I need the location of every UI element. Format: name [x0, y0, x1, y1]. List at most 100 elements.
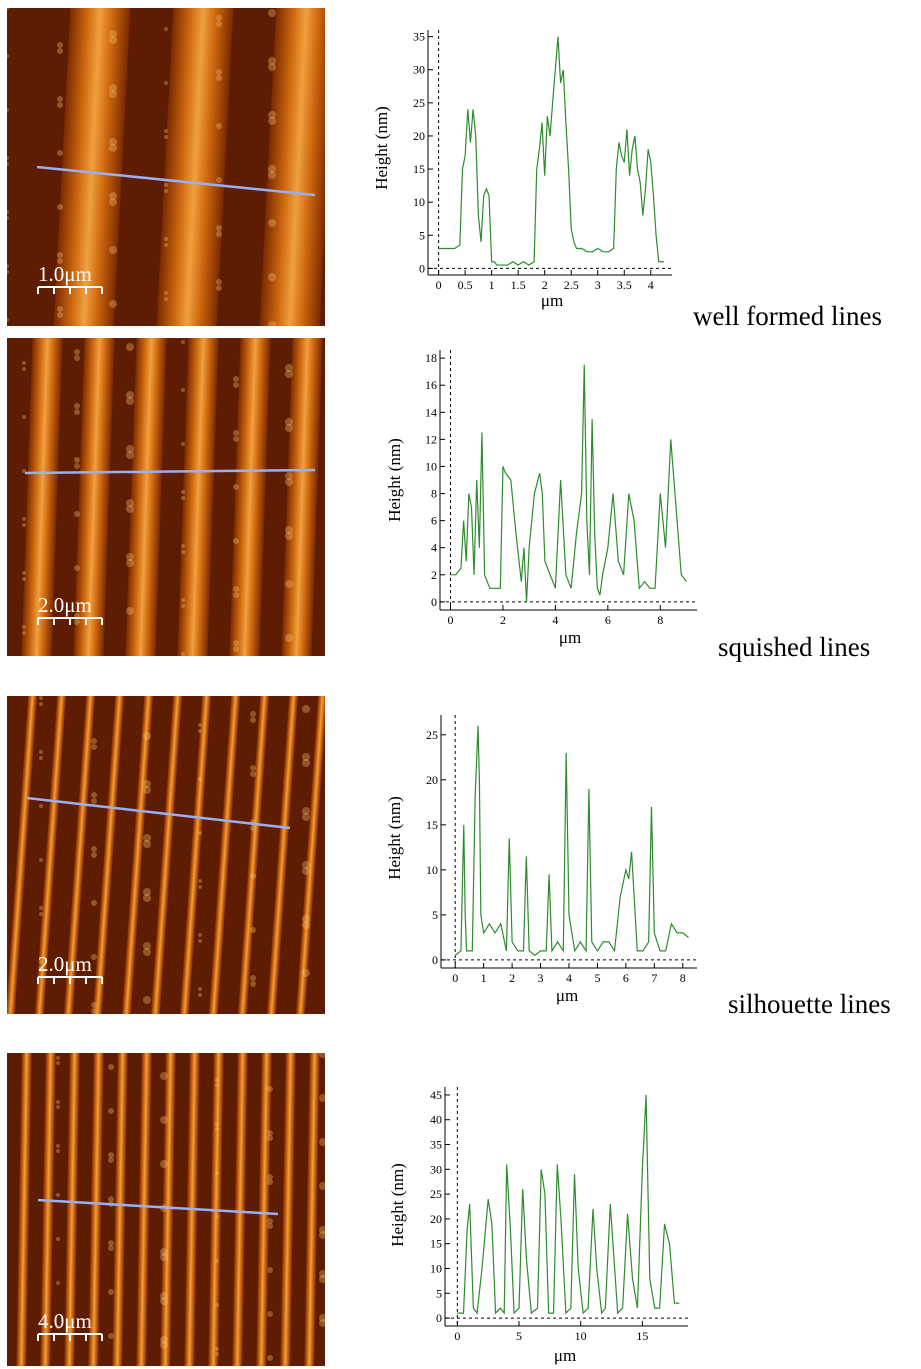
afm-grain — [57, 306, 63, 312]
afm-grain — [250, 765, 256, 771]
afm-grain — [285, 478, 293, 486]
x-tick-label: 15 — [636, 1329, 648, 1343]
afm-grain — [302, 861, 310, 869]
afm-grain — [160, 1116, 168, 1124]
afm-grain — [250, 975, 256, 981]
afm-stripe — [124, 338, 168, 656]
afm-stripe — [7, 696, 39, 1014]
afm-grain — [268, 165, 276, 173]
afm-grain — [233, 484, 239, 490]
afm-grain — [216, 279, 222, 285]
afm-grain — [108, 1245, 114, 1251]
afm-grain — [57, 204, 63, 210]
afm-grain — [126, 451, 134, 459]
y-tick-label: 6 — [431, 514, 437, 528]
caption: squished lines — [718, 632, 870, 662]
afm-grain — [108, 1240, 114, 1246]
afm-image: 2.0μm — [7, 696, 325, 1014]
afm-grain — [198, 933, 202, 937]
afm-grain — [109, 36, 117, 44]
afm-grain — [126, 397, 134, 405]
x-tick-label: 2 — [542, 278, 548, 292]
y-tick-label: 10 — [413, 195, 425, 209]
y-tick-label: 35 — [430, 1138, 442, 1152]
afm-grain — [250, 771, 256, 777]
afm-grain — [302, 921, 310, 929]
afm-grain — [22, 523, 26, 527]
afm-grain — [108, 1196, 114, 1202]
y-tick-label: 10 — [430, 1261, 442, 1275]
afm-grain — [198, 885, 202, 889]
afm-grain — [143, 840, 151, 848]
caption: well formed lines — [693, 301, 882, 331]
afm-grain — [7, 264, 9, 268]
afm-grain — [215, 1171, 219, 1175]
y-tick-label: 40 — [430, 1113, 442, 1127]
afm-grain — [285, 472, 293, 480]
profile-path-line — [36, 165, 316, 197]
x-axis-label: μm — [554, 1346, 576, 1365]
y-tick-label: 45 — [430, 1088, 442, 1102]
afm-grain — [233, 592, 239, 598]
scale-label: 1.0μm — [38, 262, 92, 286]
afm-grain — [126, 343, 134, 351]
afm-grain — [215, 1303, 219, 1307]
y-tick-label: 30 — [430, 1162, 442, 1176]
x-tick-label: 0 — [436, 278, 442, 292]
y-tick-label: 15 — [426, 818, 438, 832]
x-tick-label: 0.5 — [458, 278, 473, 292]
profile-path-line — [26, 796, 291, 830]
afm-grain — [39, 696, 43, 700]
afm-grain — [91, 852, 97, 858]
afm-grain — [7, 162, 9, 166]
y-axis-label: Height (nm) — [385, 796, 404, 880]
x-tick-label: 3 — [595, 278, 601, 292]
afm-grain — [108, 1157, 114, 1163]
afm-grain — [250, 981, 256, 987]
afm-stripe — [265, 696, 300, 1014]
x-tick-label: 2 — [500, 613, 506, 627]
x-tick-label: 6 — [623, 971, 629, 985]
y-tick-label: 14 — [425, 405, 437, 419]
afm-stripe — [15, 1053, 33, 1366]
afm-grain — [198, 723, 202, 727]
afm-grain — [164, 135, 168, 139]
afm-grain — [319, 1275, 325, 1283]
afm-grain — [181, 550, 185, 554]
afm-grain — [39, 960, 43, 964]
afm-grain — [267, 1174, 273, 1180]
y-tick-label: 2 — [431, 568, 437, 582]
afm-grain — [56, 1193, 60, 1197]
afm-grain — [22, 571, 26, 575]
afm-grain — [74, 457, 80, 463]
afm-grain — [302, 813, 310, 821]
afm-grain — [7, 210, 9, 214]
y-tick-label: 30 — [413, 63, 425, 77]
afm-grain — [164, 237, 168, 241]
afm-grain — [160, 1253, 168, 1261]
afm-grain — [74, 619, 80, 625]
afm-grain — [74, 349, 80, 355]
afm-content — [7, 8, 325, 326]
afm-grain — [22, 361, 26, 365]
afm-grain — [126, 553, 134, 561]
afm-grain — [181, 490, 185, 494]
afm-grain — [215, 1078, 219, 1082]
afm-grain — [302, 759, 310, 767]
afm-stripe — [135, 1053, 153, 1366]
y-tick-label: 25 — [426, 728, 438, 742]
afm-grain — [56, 1237, 60, 1241]
y-tick-label: 20 — [426, 773, 438, 787]
afm-grain — [7, 270, 9, 274]
afm-grain — [233, 382, 239, 388]
afm-grain — [267, 1130, 273, 1136]
x-axis-label: μm — [541, 291, 563, 310]
afm-grain — [91, 954, 97, 960]
y-tick-label: 5 — [436, 1286, 442, 1300]
afm-grain — [233, 430, 239, 436]
afm-grain — [268, 321, 276, 326]
afm-grain — [319, 1319, 325, 1327]
afm-stripe — [62, 696, 97, 1014]
afm-stripe — [294, 696, 325, 1014]
afm-grain — [319, 1182, 325, 1190]
